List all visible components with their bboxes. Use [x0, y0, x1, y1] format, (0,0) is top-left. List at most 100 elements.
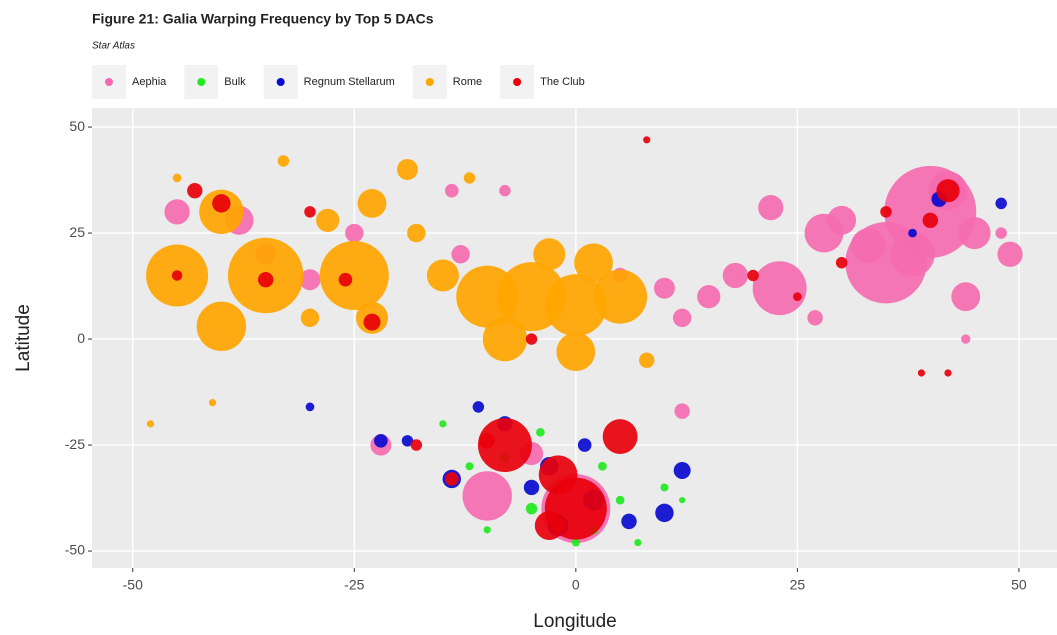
- point: [890, 232, 935, 277]
- point: [961, 334, 971, 344]
- point: [257, 271, 274, 288]
- point: [793, 292, 802, 302]
- y-tick-label: -25: [65, 436, 85, 452]
- point: [525, 333, 538, 345]
- point: [146, 420, 155, 428]
- point: [164, 199, 190, 225]
- legend: Aephia Bulk Regnum Stellarum Rome The Club: [92, 65, 585, 99]
- point: [593, 269, 648, 324]
- point: [338, 272, 353, 287]
- point: [277, 155, 290, 167]
- point: [807, 310, 823, 326]
- point: [299, 269, 321, 291]
- point: [958, 217, 991, 250]
- point: [479, 433, 495, 449]
- x-tick-label: 50: [1011, 577, 1027, 593]
- point: [426, 259, 459, 292]
- x-tick-label: 25: [790, 577, 806, 593]
- point: [363, 313, 381, 331]
- point: [995, 197, 1007, 210]
- point: [187, 182, 203, 199]
- point: [660, 483, 669, 492]
- point: [300, 308, 320, 328]
- point: [577, 438, 592, 452]
- point: [672, 308, 692, 328]
- legend-marker: [276, 78, 285, 86]
- axes: -50 -25 0 25 50 -50 -25 0 25 50: [65, 118, 1027, 593]
- point: [374, 434, 388, 448]
- point: [171, 270, 183, 281]
- x-axis-title: Longitude: [533, 611, 616, 632]
- point: [439, 420, 447, 428]
- legend-label: Bulk: [224, 76, 246, 88]
- point: [922, 212, 938, 229]
- x-tick-label: 0: [572, 577, 580, 593]
- legend-marker: [425, 78, 434, 86]
- point: [571, 538, 580, 547]
- point: [908, 228, 917, 238]
- point: [444, 183, 459, 198]
- point: [997, 241, 1023, 267]
- point: [758, 195, 784, 221]
- point: [673, 461, 691, 479]
- point: [482, 316, 528, 362]
- point: [319, 240, 389, 311]
- chart-title: Figure 21: Galia Warping Frequency by To…: [92, 11, 434, 27]
- point: [533, 238, 566, 271]
- point: [574, 243, 613, 283]
- point: [679, 497, 686, 504]
- point: [462, 471, 512, 521]
- point: [534, 511, 564, 541]
- legend-marker: [513, 78, 522, 86]
- point: [544, 274, 607, 337]
- y-tick-label: 50: [69, 118, 85, 134]
- point: [536, 427, 545, 437]
- legend-label: Rome: [453, 76, 482, 88]
- point: [472, 401, 485, 413]
- point: [674, 403, 690, 419]
- point: [444, 472, 459, 486]
- point: [523, 479, 540, 496]
- grid: [92, 108, 1057, 568]
- point: [951, 282, 981, 312]
- point: [643, 136, 651, 144]
- point: [827, 205, 857, 235]
- point: [305, 402, 315, 412]
- point: [615, 495, 625, 505]
- point: [655, 503, 674, 523]
- point: [499, 184, 511, 197]
- point: [525, 502, 538, 515]
- point: [697, 285, 721, 309]
- point: [196, 301, 247, 352]
- points: [146, 136, 1023, 547]
- legend-marker: [105, 78, 113, 86]
- point: [598, 461, 607, 471]
- point: [345, 223, 364, 243]
- legend-label: The Club: [540, 76, 585, 88]
- point: [212, 194, 231, 213]
- point: [483, 526, 491, 534]
- point: [602, 419, 638, 455]
- point: [451, 245, 470, 264]
- point: [401, 435, 414, 447]
- point: [621, 513, 637, 530]
- point: [316, 208, 340, 232]
- point: [172, 173, 182, 183]
- legend-label: Regnum Stellarum: [304, 76, 395, 88]
- x-tick-label: -25: [344, 577, 364, 593]
- point: [752, 261, 807, 316]
- y-tick-label: 0: [77, 330, 85, 346]
- point: [880, 206, 892, 218]
- point: [465, 462, 474, 471]
- point: [917, 369, 926, 377]
- point: [538, 455, 578, 495]
- point: [208, 399, 217, 407]
- legend-label: Aephia: [132, 76, 167, 88]
- point: [634, 538, 642, 547]
- y-axis-title: Latitude: [13, 304, 34, 372]
- point: [653, 277, 675, 299]
- point: [463, 172, 476, 184]
- point: [407, 223, 426, 243]
